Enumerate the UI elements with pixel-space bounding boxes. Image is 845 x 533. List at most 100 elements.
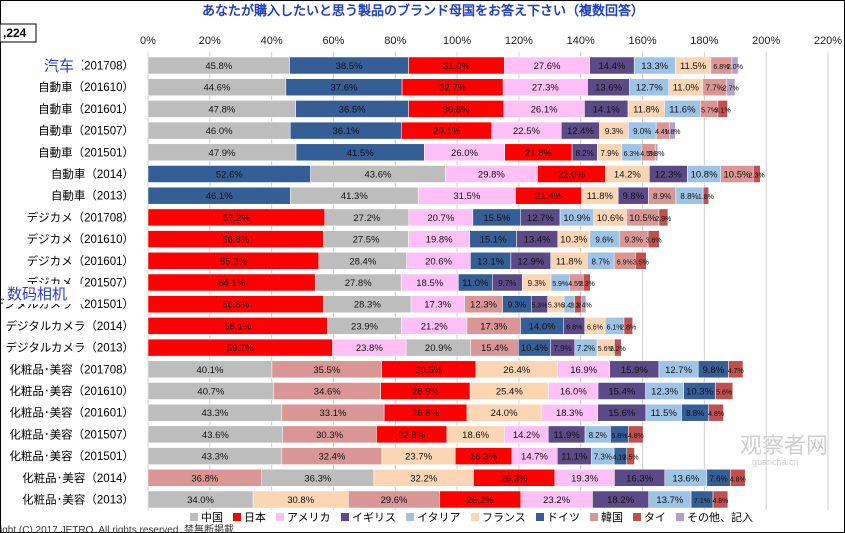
data-label: 26.8%	[412, 408, 439, 419]
data-label: 14.4%	[598, 61, 625, 72]
category-label: デジタルカメラ（2014）	[5, 319, 134, 333]
legend-label: ドイツ	[547, 512, 580, 524]
legend-label: フランス	[482, 512, 526, 524]
data-label: 12.4%	[567, 126, 594, 137]
data-label: 13.7%	[656, 495, 683, 506]
data-label: 27.5%	[353, 235, 380, 246]
data-label: 27.6%	[534, 61, 561, 72]
legend-swatch	[471, 513, 479, 521]
data-label: 46.1%	[206, 191, 233, 202]
data-label: 8.9%	[653, 192, 671, 201]
data-label: 36.5%	[339, 104, 366, 115]
data-label: 9.3%	[605, 127, 623, 136]
legend-swatch	[406, 513, 414, 521]
data-label: 20.6%	[425, 256, 452, 267]
data-label: 9.6%	[595, 236, 613, 245]
data-label: 2.9%	[655, 216, 671, 223]
data-label: 56.8%	[222, 300, 249, 311]
data-label: 2.3%	[579, 281, 595, 288]
copyright-text: ight (C) 2017 JETRO. All rights reserved…	[0, 523, 234, 533]
data-label: 22.0%	[558, 170, 585, 181]
data-label: 20.7%	[427, 213, 454, 224]
data-label: 16.0%	[560, 387, 587, 398]
data-label: 18.2%	[607, 495, 634, 506]
data-label: 21.8%	[525, 148, 552, 159]
data-label: 11.1%	[561, 452, 588, 463]
data-label: 13.6%	[595, 83, 622, 94]
data-label: 20.9%	[425, 343, 452, 354]
data-label: 28.4%	[349, 256, 376, 267]
data-label: 18.6%	[462, 430, 489, 441]
data-label: 19.8%	[426, 235, 453, 246]
data-label: 52.6%	[216, 170, 243, 181]
data-label: 6.8%	[713, 64, 729, 71]
data-label: 12.9%	[517, 256, 544, 267]
data-label: 41.3%	[341, 191, 368, 202]
legend-swatch	[536, 513, 544, 521]
data-label: 12.3%	[655, 170, 682, 181]
data-label: 9.8%	[622, 191, 644, 202]
data-label: 14.2%	[614, 170, 641, 181]
data-label: 22.5%	[513, 126, 540, 137]
data-label: 11.6%	[669, 104, 696, 115]
data-label: 17.3%	[424, 300, 451, 311]
category-label: 化粧品･美容（201708）	[9, 362, 134, 376]
data-label: 7.9%	[554, 344, 572, 353]
data-label: 11.9%	[554, 430, 581, 441]
data-label: 4.8%	[628, 433, 644, 440]
data-label: 3.5%	[633, 259, 649, 266]
data-label: 4.8%	[730, 476, 746, 483]
data-label: 54.1%	[218, 278, 245, 289]
annotation-car: 汽车	[44, 58, 74, 75]
category-label: 自動車（201601）	[38, 102, 134, 116]
legend-swatch	[233, 513, 241, 521]
x-tick-label: 180%	[690, 35, 718, 47]
bar-segment	[635, 252, 647, 270]
data-label: 13.3%	[641, 61, 668, 72]
data-label: 9.3%	[528, 279, 546, 288]
data-label: 3.6%	[646, 238, 662, 245]
data-label: 30.3%	[316, 430, 343, 441]
annotation-camera: 数码相机	[7, 286, 67, 303]
data-label: 9.8%	[702, 365, 724, 376]
data-label: 8.8%	[680, 192, 698, 201]
data-label: 28.9%	[412, 387, 439, 398]
data-label: 2.7%	[723, 86, 739, 93]
data-label: 1.8%	[665, 129, 681, 136]
data-label: 59.7%	[227, 343, 254, 354]
x-tick-label: 40%	[261, 35, 283, 47]
data-label: 1.4%	[576, 303, 592, 310]
data-label: 0.8%	[648, 151, 664, 158]
data-label: 11.8%	[633, 104, 660, 115]
data-label: 57.2%	[223, 213, 250, 224]
bar-segment	[730, 469, 746, 487]
data-label: 30.8%	[443, 104, 470, 115]
data-label: 46.0%	[206, 126, 233, 137]
data-label: 23.8%	[356, 343, 383, 354]
data-label: 7.1%	[694, 498, 710, 505]
data-label: 4.8%	[708, 411, 724, 418]
data-label: 5.9%	[552, 281, 568, 288]
bar-segment	[623, 317, 633, 335]
data-label: 4.5%	[568, 281, 584, 288]
data-label: 2.0%	[727, 64, 743, 71]
edge-label-box	[0, 23, 37, 43]
data-label: 1.8%	[698, 194, 714, 201]
category-label: 自動車（2014）	[51, 167, 134, 181]
data-label: 5.6%	[598, 346, 614, 353]
data-label: 7.3%	[594, 453, 612, 462]
x-tick-label: 220%	[814, 35, 842, 47]
data-label: 28.3%	[354, 300, 381, 311]
legend-label: アメリカ	[287, 511, 330, 524]
data-label: 15.4%	[481, 343, 508, 354]
data-label: 2.8%	[620, 324, 636, 331]
x-tick-label: 140%	[567, 35, 595, 47]
data-label: 10.5%	[629, 213, 656, 224]
data-label: 9.3%	[625, 236, 643, 245]
watermark-sub: guancha.cn	[752, 457, 799, 467]
data-label: 27.8%	[345, 278, 372, 289]
data-label: 14.0%	[529, 321, 556, 332]
x-tick-label: 20%	[199, 35, 221, 47]
data-label: 2.2%	[610, 346, 626, 353]
